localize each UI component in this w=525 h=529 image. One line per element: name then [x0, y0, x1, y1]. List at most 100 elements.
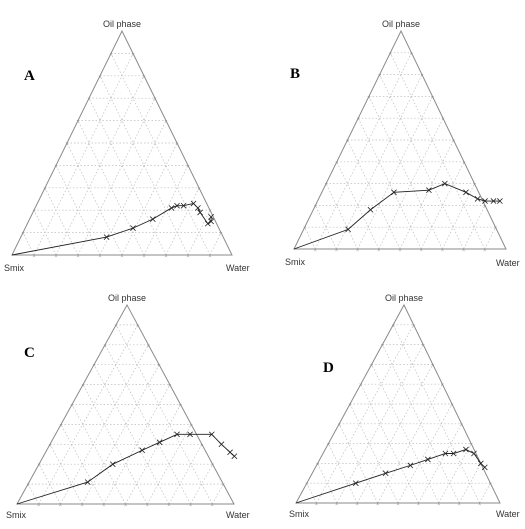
edge-tick: × [473, 183, 477, 189]
grid-line [209, 232, 222, 256]
grid-line [379, 74, 464, 250]
edge-tick: × [452, 139, 456, 145]
edge-tick: × [327, 443, 331, 449]
edge-tick: × [419, 248, 423, 254]
grid-line [66, 142, 123, 256]
edge-tick: × [80, 503, 84, 509]
grid-line [60, 424, 105, 505]
edge-tick: × [145, 503, 149, 509]
data-point [450, 450, 457, 457]
grid-line [397, 403, 453, 504]
edge-tick: × [396, 502, 400, 508]
grid-line [418, 423, 462, 504]
grid-line [71, 404, 126, 505]
data-point [103, 234, 110, 240]
edge-tick: × [441, 117, 445, 123]
data-point [208, 218, 214, 225]
grid-line [336, 74, 423, 250]
edge-tick: × [348, 403, 352, 409]
triangle-frame [11, 29, 233, 256]
edge-tick: × [431, 363, 435, 369]
grid-line [392, 324, 480, 504]
data-point [345, 226, 352, 233]
edge-tick: × [179, 404, 183, 410]
edge-tick: × [59, 423, 63, 429]
panel-b-oil-label: Oil phase [382, 19, 420, 29]
edge-tick: × [378, 74, 382, 80]
edge-tick: × [43, 187, 47, 193]
data-point [382, 470, 389, 477]
grid-line [349, 403, 399, 504]
data-point [197, 209, 203, 216]
edge-tick: × [54, 164, 58, 170]
data-point [463, 446, 469, 453]
grid-line [389, 52, 486, 250]
grid-line [368, 96, 443, 250]
edge-tick: × [109, 52, 113, 58]
edge-tick: × [32, 254, 36, 260]
edge-tick: × [21, 232, 25, 238]
data-point [426, 187, 432, 194]
grid-line [314, 52, 412, 250]
data-point [139, 447, 146, 454]
data-point [208, 431, 215, 438]
edge-tick: × [167, 503, 171, 509]
data-point [218, 441, 225, 448]
data-point [474, 195, 481, 202]
edge-tick: × [120, 254, 124, 260]
grid-line [347, 139, 401, 250]
edge-tick: × [316, 462, 320, 468]
edge-tick: × [114, 324, 118, 330]
edge-tick: × [136, 324, 140, 330]
grid-line [187, 210, 211, 256]
edge-tick: × [460, 423, 464, 429]
panel-a-smix-label: Smix [4, 263, 24, 273]
grid-line [420, 161, 465, 250]
grid-line [165, 187, 200, 256]
grid-line [479, 483, 491, 504]
grid-line [55, 165, 101, 256]
panel-a-label: A [24, 68, 35, 84]
edge-tick: × [303, 226, 307, 232]
edge-tick: × [211, 503, 215, 509]
grid-line [38, 324, 139, 505]
edge-tick: × [168, 384, 172, 390]
edge-tick: × [370, 363, 374, 369]
grid-line [357, 96, 433, 250]
data-point [424, 456, 431, 463]
edge-tick: × [483, 204, 487, 210]
grid-line [125, 404, 181, 505]
edge-tick: × [335, 248, 339, 254]
data-point [109, 461, 116, 468]
data-point [490, 198, 497, 204]
data-point [482, 198, 488, 204]
edge-tick: × [335, 161, 339, 167]
edge-tick: × [346, 139, 350, 145]
edge-tick: × [412, 324, 416, 330]
panel-c-plot: × × × × × × × × × × × × × × × × × × × × × × × × × × × [16, 303, 238, 509]
edge-tick: × [381, 344, 385, 350]
edge-tick: × [478, 502, 482, 508]
grid-line [328, 443, 358, 504]
grid-line [399, 139, 454, 250]
grid-line [146, 424, 192, 505]
data-point [130, 225, 136, 232]
panel-c-oil-label: Oil phase [108, 293, 146, 303]
grid-line [356, 364, 434, 504]
edge-tick: × [81, 384, 85, 390]
triangle-frame [293, 29, 507, 250]
grid-line [121, 142, 178, 256]
edge-tick: × [147, 344, 151, 350]
data-point [180, 202, 187, 209]
edge-tick: × [450, 403, 454, 409]
edge-tick: × [32, 209, 36, 215]
edge-tick: × [54, 254, 58, 260]
grid-line [33, 53, 134, 256]
grid-line [38, 464, 61, 505]
edge-tick: × [376, 502, 380, 508]
edge-tick: × [314, 204, 318, 210]
grid-line [77, 98, 156, 256]
edge-tick: × [37, 503, 41, 509]
edge-tick: × [70, 404, 74, 410]
